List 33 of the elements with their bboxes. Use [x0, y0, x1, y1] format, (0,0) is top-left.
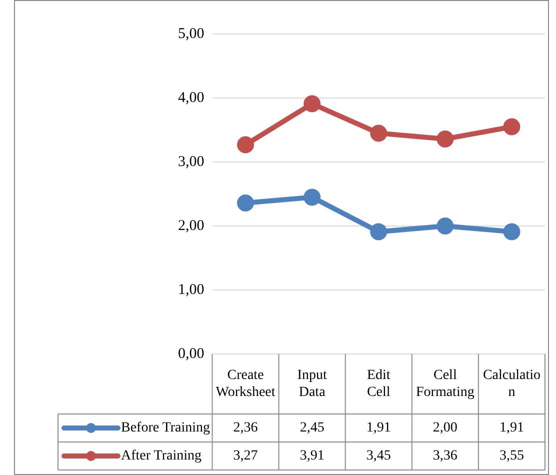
y-tick-label: 5,00: [178, 26, 204, 42]
data-label: 2,00: [432, 420, 458, 436]
point: [304, 95, 321, 112]
y-tick-label: 4,00: [178, 90, 204, 106]
point: [370, 124, 388, 142]
data-label: 1,91: [499, 420, 524, 436]
point: [436, 218, 454, 234]
x-tick-label: Edit Cell: [366, 368, 390, 400]
x-tick-label: Create Worksheet: [216, 368, 276, 400]
y-tick-label: 2,00: [178, 218, 204, 234]
data-label: 2,36: [233, 420, 258, 436]
point: [304, 188, 321, 206]
point: [503, 118, 520, 136]
data-label: 3,91: [300, 448, 324, 464]
data-label: 3,45: [366, 448, 391, 464]
data-label: 2,45: [300, 420, 324, 436]
y-tick-label: 3,00: [178, 154, 204, 170]
data-label: 3,27: [233, 448, 258, 464]
point: [436, 130, 454, 148]
y-tick-label: 0,00: [178, 346, 204, 362]
y-tick-label: 1,00: [178, 282, 204, 298]
point: [370, 223, 388, 240]
x-tick-label: Input Data: [297, 368, 327, 400]
legend-label: After Training: [121, 448, 202, 464]
point: [237, 194, 254, 212]
x-tick-label: Cell Formating: [416, 368, 474, 400]
data-label: 3,55: [499, 448, 524, 464]
legend-label: Before Training: [121, 420, 210, 436]
point: [503, 223, 520, 240]
point: [237, 136, 254, 154]
data-label: 1,91: [366, 420, 391, 436]
x-tick-label: Calculation: [482, 368, 540, 400]
data-label: 3,36: [432, 448, 458, 464]
